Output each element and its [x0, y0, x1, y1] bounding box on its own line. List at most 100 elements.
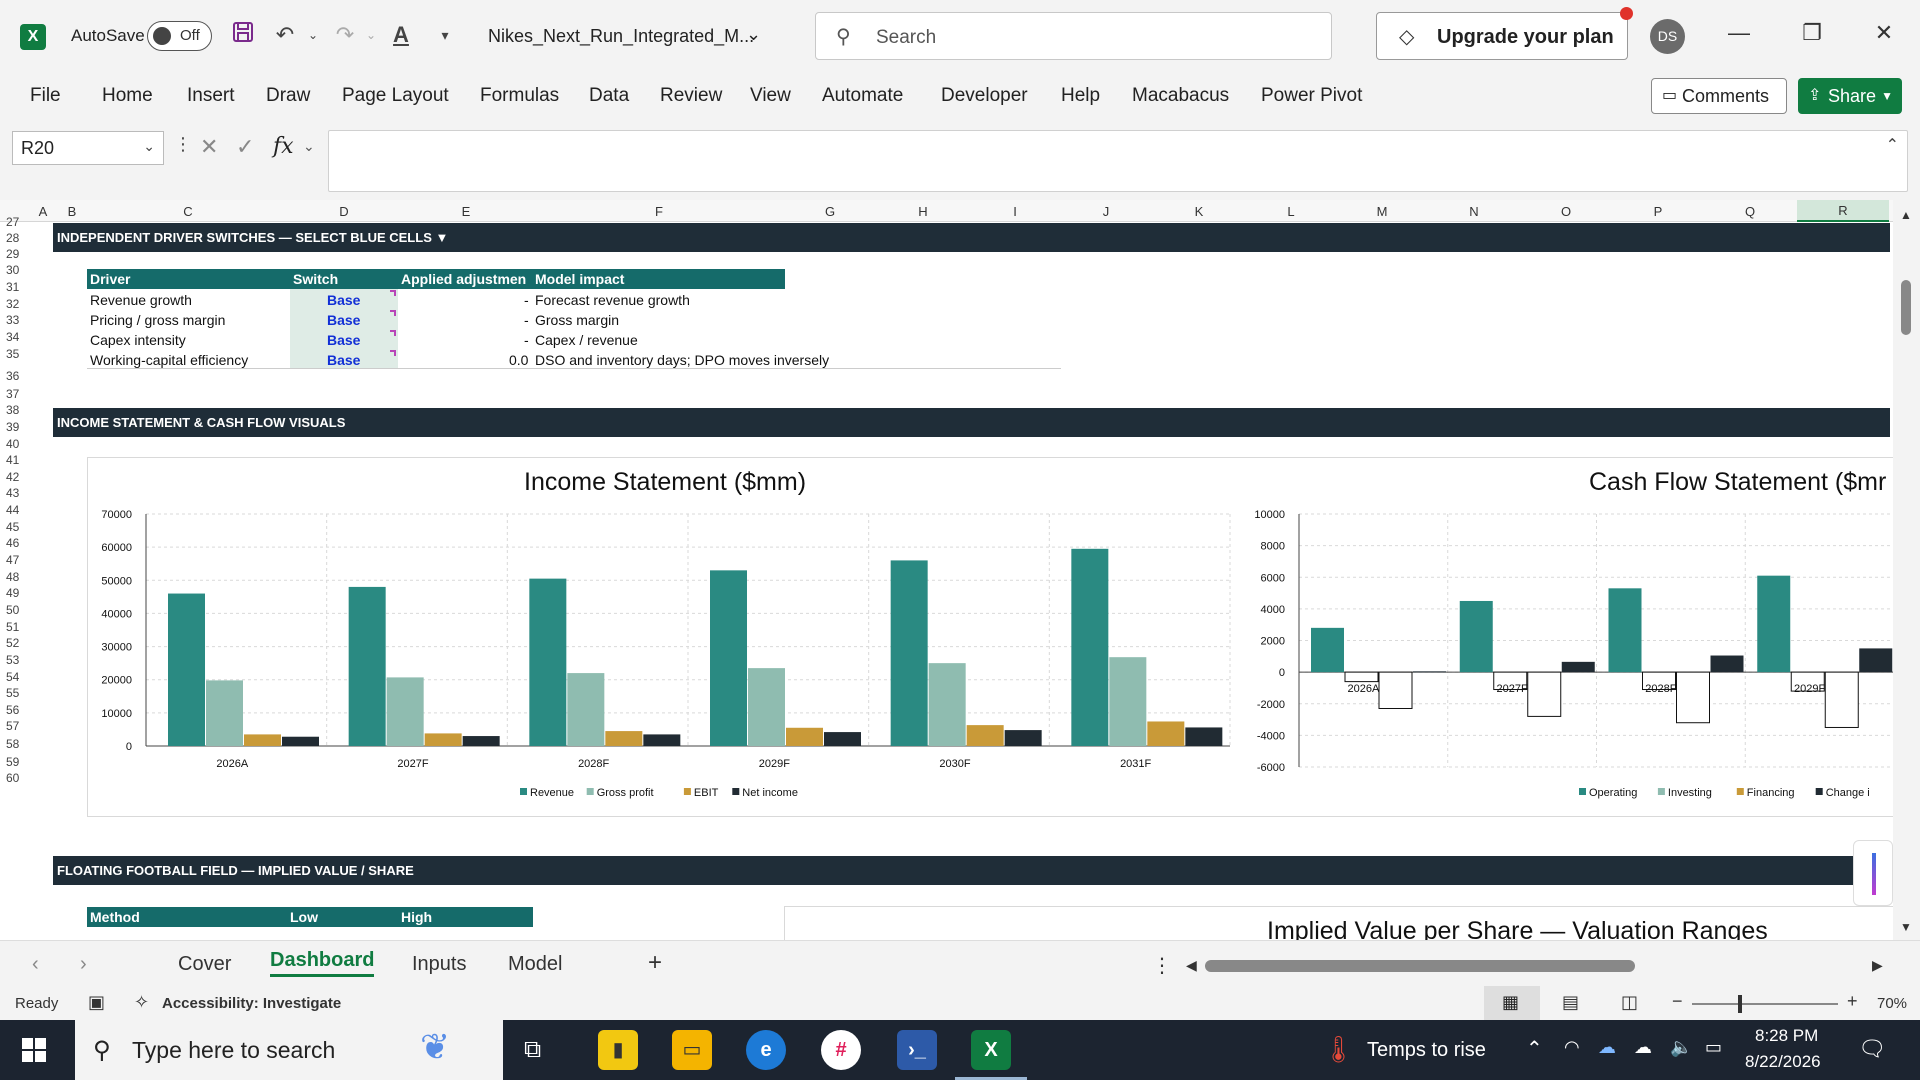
- row-header-45[interactable]: 45: [6, 520, 20, 534]
- row-header-29[interactable]: 29: [6, 247, 20, 261]
- horizontal-scroll-thumb[interactable]: [1205, 960, 1635, 972]
- notifications-icon[interactable]: 🗨: [1858, 1036, 1886, 1061]
- row-header-60[interactable]: 60: [6, 771, 20, 785]
- row-header-34[interactable]: 34: [6, 330, 20, 344]
- formula-input[interactable]: ⌃: [328, 130, 1908, 192]
- sheet-tab-dashboard[interactable]: Dashboard: [270, 949, 375, 977]
- task-view-icon[interactable]: ⧉: [524, 1036, 542, 1063]
- income-statement-chart[interactable]: Income Statement ($mm) 70000 60000 50000 40…: [87, 457, 1245, 817]
- applied-adjustment[interactable]: -: [524, 332, 529, 348]
- accessibility-icon[interactable]: ✧: [134, 992, 150, 1012]
- restore-icon[interactable]: ❐: [1802, 20, 1822, 45]
- vertical-scroll-thumb[interactable]: [1901, 280, 1911, 335]
- comments-button[interactable]: ▭ Comments: [1651, 78, 1787, 114]
- function-chevron-icon[interactable]: ⌄: [303, 138, 315, 154]
- model-impact[interactable]: Gross margin: [535, 312, 620, 328]
- tab-view[interactable]: View: [750, 85, 791, 106]
- close-icon[interactable]: ✕: [1874, 20, 1894, 45]
- zoom-out-icon[interactable]: −: [1672, 991, 1683, 1011]
- row-header-46[interactable]: 46: [6, 536, 20, 550]
- file-name[interactable]: Nikes_Next_Run_Integrated_M...: [488, 26, 755, 46]
- tab-macabacus[interactable]: Macabacus: [1132, 85, 1230, 106]
- taskbar-excel-icon[interactable]: X: [955, 1030, 1027, 1080]
- col-header-l[interactable]: L: [1287, 204, 1295, 219]
- page-layout-view-icon[interactable]: ▤: [1562, 992, 1580, 1012]
- zoom-in-icon[interactable]: +: [1847, 991, 1858, 1011]
- cash-flow-chart[interactable]: Cash Flow Statement ($mr 10000 8000 6000 40…: [1244, 457, 1894, 817]
- row-header-55[interactable]: 55: [6, 686, 20, 700]
- row-header-42[interactable]: 42: [6, 470, 20, 484]
- taskbar-search-input[interactable]: ⚲ Type here to search ❦: [75, 1020, 503, 1080]
- col-header-m[interactable]: M: [1376, 204, 1388, 219]
- copilot-widget[interactable]: [1853, 840, 1893, 906]
- file-menu-chevron-icon[interactable]: ⌄: [746, 24, 762, 44]
- driver-name[interactable]: Pricing / gross margin: [90, 312, 226, 328]
- power-bi-icon[interactable]: ▮: [598, 1030, 638, 1070]
- accessibility-status[interactable]: Accessibility: Investigate: [162, 995, 342, 1012]
- tab-automate[interactable]: Automate: [822, 85, 904, 106]
- row-header-51[interactable]: 51: [6, 620, 20, 634]
- zoom-level[interactable]: 70%: [1877, 995, 1908, 1012]
- tab-formulas[interactable]: Formulas: [480, 85, 560, 106]
- tab-review[interactable]: Review: [660, 85, 723, 106]
- undo-icon[interactable]: ↶: [275, 22, 295, 47]
- zoom-slider[interactable]: [1692, 995, 1838, 1013]
- row-header-32[interactable]: 32: [6, 297, 20, 311]
- row-header-28[interactable]: 28: [6, 231, 20, 245]
- col-header-g[interactable]: G: [824, 204, 836, 219]
- switch-cell[interactable]: Base: [327, 292, 361, 308]
- customize-toolbar-icon[interactable]: ▾: [441, 27, 449, 43]
- slack-icon[interactable]: #: [821, 1030, 861, 1070]
- row-header-31[interactable]: 31: [6, 280, 20, 294]
- driver-name[interactable]: Working-capital efficiency: [90, 352, 249, 368]
- tab-page-layout[interactable]: Page Layout: [342, 85, 449, 106]
- col-header-o[interactable]: O: [1560, 204, 1572, 219]
- row-header-47[interactable]: 47: [6, 553, 20, 567]
- model-impact[interactable]: DSO and inventory days; DPO moves invers…: [535, 352, 830, 368]
- cancel-icon[interactable]: ✕: [200, 134, 219, 159]
- applied-adjustment[interactable]: -: [524, 312, 529, 328]
- col-header-k[interactable]: K: [1194, 204, 1204, 219]
- row-header-44[interactable]: 44: [6, 503, 20, 517]
- powershell-icon[interactable]: ›_: [897, 1030, 937, 1070]
- row-header-39[interactable]: 39: [6, 420, 20, 434]
- vertical-scrollbar[interactable]: ▲ ▼: [1893, 200, 1920, 940]
- row-header-38[interactable]: 38: [6, 403, 20, 417]
- upgrade-plan-button[interactable]: ◇ Upgrade your plan: [1376, 7, 1633, 60]
- battery-icon[interactable]: ▭: [1705, 1037, 1723, 1057]
- prev-sheet-icon[interactable]: ‹: [32, 953, 39, 975]
- sheet-tab-inputs[interactable]: Inputs: [412, 953, 467, 975]
- font-color-icon[interactable]: A: [393, 22, 409, 47]
- row-header-43[interactable]: 43: [6, 486, 20, 500]
- page-break-view-icon[interactable]: ◫: [1621, 992, 1639, 1012]
- file-explorer-icon[interactable]: ▭: [672, 1030, 712, 1070]
- row-header-33[interactable]: 33: [6, 313, 20, 327]
- row-header-53[interactable]: 53: [6, 653, 20, 667]
- windows-start-icon[interactable]: [22, 1038, 46, 1062]
- tab-insert[interactable]: Insert: [187, 85, 235, 106]
- macro-recording-icon[interactable]: ▣: [88, 992, 106, 1012]
- col-header-f[interactable]: F: [655, 204, 663, 219]
- col-header-q[interactable]: Q: [1744, 204, 1756, 219]
- autosave-toggle[interactable]: Off: [147, 21, 212, 51]
- cloud-offline-icon[interactable]: ☁: [1634, 1037, 1652, 1057]
- avatar[interactable]: DS: [1650, 19, 1685, 54]
- undo-dropdown-icon[interactable]: ⌄: [307, 28, 319, 42]
- redo-icon[interactable]: ↷: [335, 22, 355, 47]
- row-header-36[interactable]: 36: [6, 369, 20, 383]
- col-header-r[interactable]: R: [1797, 200, 1889, 222]
- clock-time[interactable]: 8:28 PM: [1755, 1026, 1819, 1045]
- minimize-icon[interactable]: —: [1728, 20, 1750, 45]
- row-header-56[interactable]: 56: [6, 703, 20, 717]
- scroll-up-icon[interactable]: ▲: [1900, 208, 1912, 222]
- row-header-54[interactable]: 54: [6, 670, 20, 684]
- col-header-c[interactable]: C: [183, 204, 193, 219]
- col-header-b[interactable]: B: [67, 204, 77, 219]
- col-header-j[interactable]: J: [1102, 204, 1110, 219]
- network-icon[interactable]: ◠: [1564, 1037, 1580, 1057]
- tab-developer[interactable]: Developer: [941, 85, 1028, 106]
- tab-data[interactable]: Data: [589, 85, 630, 106]
- col-header-n[interactable]: N: [1469, 204, 1479, 219]
- show-hidden-icons-icon[interactable]: ⌃: [1526, 1038, 1543, 1060]
- applied-adjustment[interactable]: -: [524, 292, 529, 308]
